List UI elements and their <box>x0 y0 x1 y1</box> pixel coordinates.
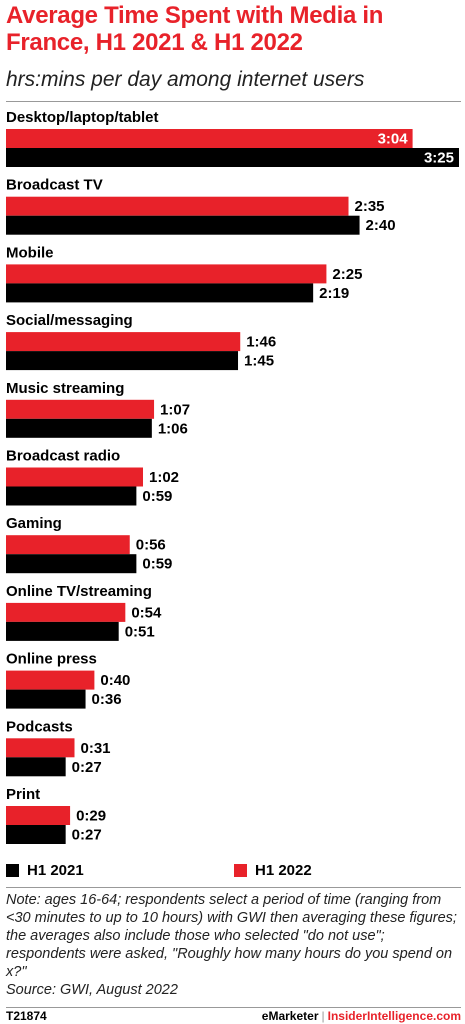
value-label-h1-2021-mobile: 2:19 <box>319 285 349 302</box>
bar-h1-2021-music-streaming <box>6 418 152 438</box>
bar-h1-2022-social-messaging <box>6 332 241 352</box>
bar-h1-2021-print <box>6 825 66 844</box>
value-label-h1-2022-mobile: 2:25 <box>332 266 362 283</box>
brand-separator: | <box>321 1009 325 1023</box>
bar-h1-2021-online-press <box>6 689 86 709</box>
value-label-h1-2022-print: 0:29 <box>76 808 106 825</box>
brand-emarketer: eMarketer <box>261 1009 319 1023</box>
value-label-h1-2022-online-tv-streaming: 0:54 <box>131 604 162 621</box>
chart-title: Average Time Spent with Media in France,… <box>6 2 384 56</box>
bar-h1-2022-podcasts <box>6 738 75 758</box>
value-label-h1-2021-music-streaming: 1:06 <box>158 420 188 437</box>
value-label-h1-2022-music-streaming: 1:07 <box>160 401 190 418</box>
bar-chart: Desktop/laptop/tablet 3:04 3:25 Broadcast T… <box>6 109 459 844</box>
bar-h1-2022-desktop-laptop-tablet <box>6 129 413 148</box>
bar-h1-2022-online-press <box>6 670 95 690</box>
bar-h1-2022-broadcast-tv <box>6 196 349 216</box>
category-label-print: Print <box>6 786 40 803</box>
note-text: Note: ages 16-64; respondents select a p… <box>6 892 457 980</box>
legend-label-h1-2021: H1 2021 <box>27 862 84 879</box>
bar-h1-2022-broadcast-radio <box>6 467 144 487</box>
value-label-h1-2022-gaming: 0:56 <box>136 537 166 554</box>
bar-h1-2021-broadcast-radio <box>6 486 137 506</box>
legend: H1 2021 H1 2022 <box>6 862 461 882</box>
bar-h1-2021-mobile <box>6 283 314 303</box>
bar-h1-2021-online-tv-streaming <box>6 621 119 641</box>
category-label-broadcast-tv: Broadcast TV <box>6 177 103 194</box>
category-label-desktop-laptop-tablet: Desktop/laptop/tablet <box>6 109 159 126</box>
value-label-h1-2021-broadcast-tv: 2:40 <box>366 217 396 234</box>
brand: eMarketer | InsiderIntelligence.com <box>262 1009 461 1023</box>
category-label-podcasts: Podcasts <box>6 718 73 735</box>
chart-subtitle: hrs:mins per day among internet users <box>6 68 365 91</box>
title-divider <box>6 101 461 102</box>
value-label-h1-2022-social-messaging: 1:46 <box>246 334 276 351</box>
bar-h1-2021-broadcast-tv <box>6 215 360 235</box>
category-label-social-messaging: Social/messaging <box>6 312 133 329</box>
value-label-h1-2021-online-tv-streaming: 0:51 <box>125 623 155 640</box>
bar-h1-2021-podcasts <box>6 757 66 777</box>
value-label-h1-2021-broadcast-radio: 0:59 <box>142 488 172 505</box>
footer-divider <box>6 1007 461 1008</box>
value-label-h1-2021-print: 0:27 <box>72 827 102 844</box>
value-label-h1-2021-podcasts: 0:27 <box>72 759 102 776</box>
value-label-h1-2021-desktop-laptop-tablet: 3:25 <box>424 150 454 167</box>
bar-h1-2022-gaming <box>6 535 130 555</box>
value-label-h1-2022-broadcast-radio: 1:02 <box>149 469 179 486</box>
bar-h1-2021-desktop-laptop-tablet <box>6 148 459 167</box>
value-label-h1-2022-desktop-laptop-tablet: 3:04 <box>378 131 409 148</box>
value-label-h1-2021-online-press: 0:36 <box>92 691 122 708</box>
note-divider <box>6 887 461 888</box>
category-label-online-tv-streaming: Online TV/streaming <box>6 583 152 600</box>
value-label-h1-2022-broadcast-tv: 2:35 <box>355 198 385 215</box>
value-label-h1-2021-social-messaging: 1:45 <box>244 353 274 370</box>
category-label-online-press: Online press <box>6 651 97 668</box>
legend-label-h1-2022: H1 2022 <box>255 862 312 879</box>
bar-h1-2022-online-tv-streaming <box>6 602 126 622</box>
value-label-h1-2022-online-press: 0:40 <box>100 672 130 689</box>
legend-item-h1-2021: H1 2021 <box>6 862 84 879</box>
legend-item-h1-2022: H1 2022 <box>234 862 312 879</box>
brand-insiderintelligence: InsiderIntelligence.com <box>327 1009 461 1023</box>
category-label-mobile: Mobile <box>6 244 54 261</box>
category-label-broadcast-radio: Broadcast radio <box>6 448 120 465</box>
bar-h1-2022-music-streaming <box>6 399 155 419</box>
category-label-music-streaming: Music streaming <box>6 380 124 397</box>
value-label-h1-2021-gaming: 0:59 <box>142 556 172 573</box>
bar-h1-2021-gaming <box>6 554 137 574</box>
source-text: Source: GWI, August 2022 <box>6 982 178 998</box>
value-label-h1-2022-podcasts: 0:31 <box>81 740 111 757</box>
category-label-gaming: Gaming <box>6 515 62 532</box>
bar-h1-2022-print <box>6 806 71 825</box>
bar-h1-2021-social-messaging <box>6 351 239 371</box>
legend-swatch-h1-2021 <box>6 864 19 877</box>
bar-h1-2022-mobile <box>6 264 327 284</box>
chart-id: T21874 <box>6 1009 47 1023</box>
legend-swatch-h1-2022 <box>234 864 247 877</box>
footnote: Note: ages 16-64; respondents select a p… <box>6 891 458 999</box>
